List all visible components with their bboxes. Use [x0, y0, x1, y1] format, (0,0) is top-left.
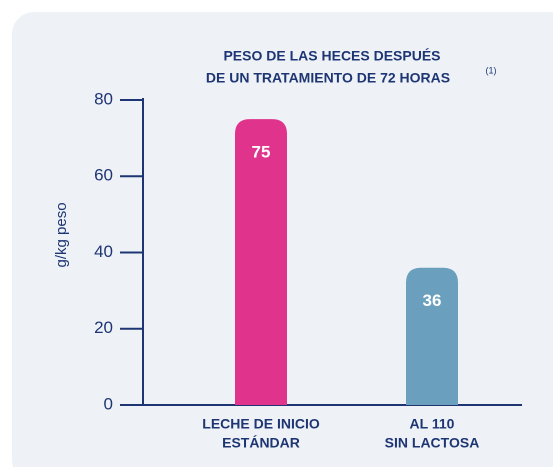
value-label: 75 [252, 143, 271, 162]
chart-title: PESO DE LAS HECES DESPUÉS [223, 48, 440, 64]
bar [235, 119, 287, 405]
y-axis-label: g/kg peso [53, 202, 70, 267]
x-tick-label: AL 110 [410, 416, 455, 432]
x-tick-label: LECHE DE INICIO [202, 416, 320, 432]
y-tick-label: 40 [94, 242, 113, 261]
chart-title: DE UN TRATAMIENTO DE 72 HORAS [206, 70, 450, 86]
y-tick-label: 20 [94, 318, 113, 337]
title-note: (1) [486, 65, 497, 75]
x-tick-label: SIN LACTOSA [385, 435, 480, 451]
bar [406, 267, 458, 405]
y-tick-label: 80 [94, 89, 113, 108]
y-tick-label: 0 [104, 394, 113, 413]
x-tick-label: ESTÁNDAR [222, 435, 300, 451]
y-tick-label: 60 [94, 166, 113, 185]
value-label: 36 [423, 291, 442, 310]
